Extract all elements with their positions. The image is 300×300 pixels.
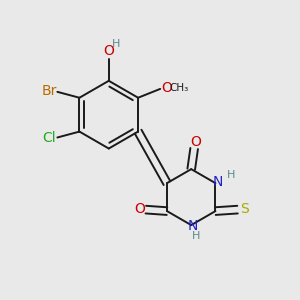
Text: CH₃: CH₃ <box>170 83 189 93</box>
Text: O: O <box>134 202 145 216</box>
Text: H: H <box>191 231 200 241</box>
Text: H: H <box>112 39 120 49</box>
Text: Br: Br <box>41 84 57 98</box>
Text: N: N <box>188 219 198 233</box>
Text: O: O <box>190 135 201 149</box>
Text: O: O <box>103 44 114 58</box>
Text: S: S <box>240 202 248 216</box>
Text: O: O <box>161 81 172 95</box>
Text: N: N <box>213 175 223 189</box>
Text: H: H <box>226 170 235 180</box>
Text: Cl: Cl <box>42 131 56 145</box>
